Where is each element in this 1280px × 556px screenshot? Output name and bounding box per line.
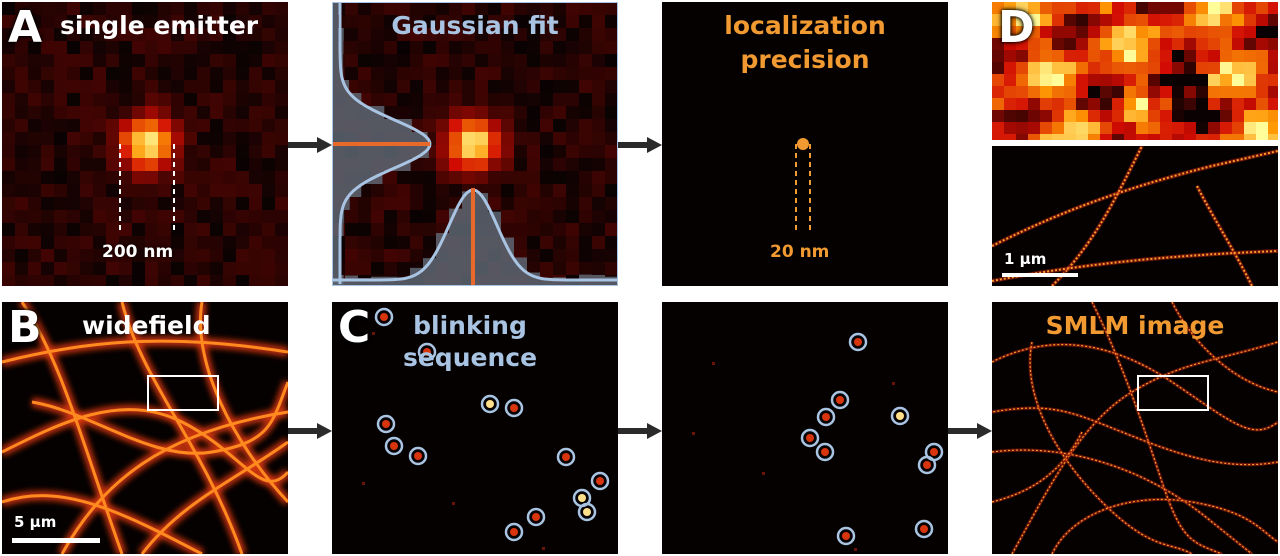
blinking-frame-2-image: [692, 332, 944, 551]
gaussian-fit-title: Gaussian fit: [391, 11, 559, 40]
arrow-right-icon: [948, 423, 992, 439]
detection-circle-icon: [816, 407, 836, 427]
detection-circle-icon: [890, 406, 910, 426]
panel-gaussian-fit: Gaussian fit: [332, 2, 618, 286]
widefield-image: [2, 302, 288, 554]
zoom-scalebar-label: 1 µm: [1004, 250, 1047, 268]
arrow-right-icon: [288, 423, 332, 439]
arrow-right-icon: [288, 137, 332, 153]
panel-zoom-smlm: 1 µm: [992, 146, 1278, 286]
arrow-right-icon: [618, 423, 662, 439]
panel-letter-a: A: [8, 2, 43, 53]
precision-title-line1: localization: [724, 11, 886, 40]
psf-width-label: 200 nm: [102, 242, 174, 262]
detection-circle-icon: [836, 526, 856, 546]
detection-circle-icon: [556, 447, 576, 467]
detection-circle-icon: [384, 436, 404, 456]
panel-widefield: B widefield 5 µm: [2, 302, 288, 554]
precision-size-label: 20 nm: [770, 242, 830, 262]
detection-circle-icon: [526, 507, 546, 527]
panel-letter-d: D: [998, 2, 1035, 53]
detection-circle-icon: [830, 390, 850, 410]
detection-circle-icon: [480, 394, 500, 414]
blinking-title-line1: blinking: [413, 311, 527, 340]
detection-circle-icon: [376, 414, 396, 434]
panel-smlm-image: SMLM image: [992, 302, 1278, 554]
detection-circle-icon: [504, 398, 524, 418]
panel-letter-c: C: [338, 302, 371, 353]
zoom-smlm-image: [992, 146, 1278, 286]
emitter-psf-image: [2, 2, 288, 286]
panel-blinking-frame-1: C blinking sequence: [332, 302, 618, 554]
widefield-title: widefield: [82, 311, 211, 340]
detection-circle-icon: [914, 519, 934, 539]
detection-circle-icon: [590, 471, 610, 491]
detection-circle-icon: [417, 342, 437, 362]
panel-localization-precision: localization precision 20 nm: [662, 2, 948, 286]
detection-circle-icon: [917, 455, 937, 475]
panel-letter-b: B: [8, 302, 42, 353]
blinking-frame-1-image: [362, 307, 610, 550]
precision-title-line2: precision: [740, 45, 870, 74]
detection-circle-icon: [815, 442, 835, 462]
detection-circle-icon: [374, 307, 394, 327]
detection-circle-icon: [800, 428, 820, 448]
zoom-widefield-image: [992, 2, 1278, 140]
single-emitter-title: single emitter: [60, 11, 259, 40]
widefield-scalebar-label: 5 µm: [14, 513, 57, 531]
smlm-title: SMLM image: [1045, 311, 1225, 340]
gaussian-fit-plot: [332, 2, 618, 286]
detection-circle-icon: [577, 502, 597, 522]
detection-circle-icon: [504, 522, 524, 542]
arrow-right-icon: [618, 137, 662, 153]
panel-blinking-frame-2: [662, 302, 948, 554]
blinking-title-line2: sequence: [402, 343, 538, 372]
detection-circle-icon: [408, 446, 428, 466]
panel-single-emitter: A single emitter 200 nm: [2, 2, 288, 286]
precision-diagram: [795, 138, 811, 234]
smlm-reconstruction: [992, 302, 1278, 554]
detection-circle-icon: [848, 332, 868, 352]
panel-zoom-widefield: D: [992, 2, 1278, 140]
